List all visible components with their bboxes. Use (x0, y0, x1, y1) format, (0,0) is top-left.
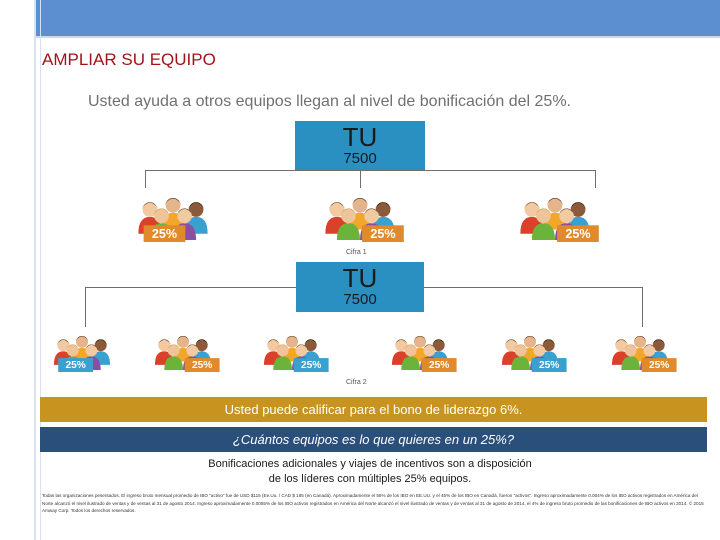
person-icon (520, 202, 544, 234)
percent-badge: 25% (65, 360, 85, 371)
badge-bg (58, 358, 94, 372)
person-icon (530, 344, 549, 370)
person-icon (154, 339, 174, 365)
connector-line (424, 287, 642, 288)
header-accent-bar (34, 0, 720, 36)
person-icon (555, 208, 579, 240)
person-icon (621, 344, 640, 370)
person-icon (138, 202, 162, 234)
badge-bg (531, 358, 567, 372)
person-icon (511, 344, 530, 370)
person-icon (539, 339, 559, 365)
person-icon (348, 198, 372, 230)
left-rule-thin (40, 0, 41, 540)
person-icon (82, 344, 101, 370)
person-icon (292, 344, 311, 370)
person-icon (53, 339, 73, 365)
person-icon (401, 344, 420, 370)
person-icon (501, 339, 521, 365)
header-accent-line (34, 36, 720, 38)
figure-1-caption: Cifra 1 (346, 249, 367, 256)
tu-points: 7500 (343, 291, 377, 308)
badge-bg (362, 225, 404, 242)
person-icon (91, 339, 111, 365)
person-icon (183, 344, 202, 370)
person-icon (173, 336, 193, 362)
bonus-text: Bonificaciones adicionales y viajes de i… (170, 457, 570, 487)
person-icon (649, 339, 669, 365)
person-icon (325, 202, 349, 234)
person-icon (161, 198, 185, 230)
badge-bg (557, 225, 599, 242)
person-icon (184, 202, 208, 234)
connector-line (595, 170, 596, 188)
person-icon (420, 344, 439, 370)
person-icon (263, 339, 283, 365)
person-icon (543, 198, 567, 230)
person-icon (173, 208, 197, 240)
left-margin (0, 0, 34, 540)
tu-points: 7500 (343, 150, 377, 167)
person-icon (410, 335, 430, 362)
person-icon (640, 344, 659, 370)
badge-bg (184, 358, 220, 372)
bonus-line-1: Bonificaciones adicionales y viajes de i… (208, 458, 532, 470)
person-icon (273, 344, 292, 370)
qualify-banner: Usted puede calificar para el bono de li… (40, 397, 707, 422)
person-icon (301, 339, 321, 365)
person-icon (72, 336, 92, 362)
badge-bg (641, 358, 677, 372)
percent-badge: 25% (301, 360, 321, 371)
person-icon (531, 208, 555, 240)
person-icon (63, 344, 82, 370)
tu-box-figure-2: TU 7500 (296, 262, 424, 312)
percent-badge: 25% (539, 360, 559, 371)
badge-bg (421, 358, 457, 372)
connector-line (145, 170, 146, 188)
person-icon (391, 339, 411, 365)
person-icon (371, 202, 395, 234)
connector-line (642, 287, 643, 327)
connector-line (360, 170, 361, 188)
figure-2-caption: Cifra 2 (346, 379, 367, 386)
page-subtitle: Usted ayuda a otros equipos llegan al ni… (88, 93, 571, 110)
percent-badge: 25% (429, 360, 449, 371)
tu-label: TU (342, 122, 378, 152)
connector-line (85, 287, 86, 327)
question-banner: ¿Cuántos equipos es lo que quieres en un… (40, 427, 707, 452)
tu-label: TU (342, 263, 378, 293)
left-rule (34, 0, 36, 540)
person-icon (360, 208, 384, 240)
badge-bg (293, 358, 329, 372)
page-title: AMPLIAR SU EQUIPO (42, 50, 216, 69)
person-icon (520, 335, 540, 362)
percent-badge: 25% (192, 360, 212, 371)
badge-bg (143, 225, 186, 242)
fine-print: Todas las organizaciones pesentados. El … (42, 493, 704, 513)
percent-badge: 25% (152, 227, 177, 241)
person-icon (630, 335, 650, 362)
tu-box-figure-1: TU 7500 (295, 121, 425, 171)
person-icon (429, 339, 449, 365)
person-icon (336, 208, 360, 240)
connector-line (85, 287, 296, 288)
percent-badge: 25% (565, 227, 590, 241)
person-icon (611, 339, 631, 365)
percent-badge: 25% (370, 227, 395, 241)
connector-line (145, 170, 595, 171)
person-icon (282, 335, 302, 362)
percent-badge: 25% (649, 360, 669, 371)
person-icon (149, 208, 173, 240)
person-icon (192, 339, 212, 365)
bonus-line-2: de los líderes con múltiples 25% equipos… (268, 473, 472, 485)
person-icon (566, 202, 590, 234)
person-icon (164, 344, 183, 370)
